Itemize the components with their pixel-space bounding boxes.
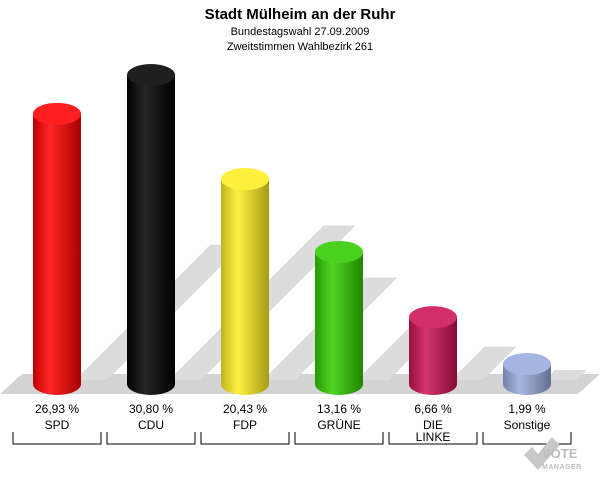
category-bracket xyxy=(482,432,572,445)
bar-body xyxy=(409,317,457,395)
category-label: CDU xyxy=(138,418,164,432)
bar xyxy=(503,353,551,395)
value-label: 6,66 % xyxy=(414,402,452,416)
bar-top xyxy=(127,64,175,86)
chart-subtitle-district: Zweitstimmen Wahlbezirk 261 xyxy=(227,41,373,53)
bar-body xyxy=(33,113,81,395)
value-labels: 26,93 % 30,80 % 20,43 % 13,16 % 6,66 % 1,99 % xyxy=(35,402,546,416)
logo-manager-text: MANAGER xyxy=(542,464,582,471)
bar-top xyxy=(503,353,551,376)
bar xyxy=(33,102,81,395)
bar-body xyxy=(127,75,175,395)
value-label: 30,80 % xyxy=(129,402,173,416)
bar xyxy=(315,240,363,395)
category-label: SPD xyxy=(45,418,70,432)
check-icon xyxy=(524,437,560,470)
bar-top xyxy=(409,306,457,329)
value-label: 20,43 % xyxy=(223,402,267,416)
bar-body xyxy=(221,179,269,395)
value-label: 26,93 % xyxy=(35,402,79,416)
logo-vote-text: VOTE xyxy=(542,446,578,461)
category-bracket xyxy=(106,432,196,445)
category-label: GRÜNE xyxy=(317,418,360,432)
category-bracket xyxy=(388,432,478,445)
category-label: FDP xyxy=(233,418,257,432)
bar-shadow xyxy=(545,370,587,380)
bar xyxy=(221,168,269,395)
category-bracket xyxy=(200,432,290,445)
chart-title: Stadt Mülheim an der Ruhr xyxy=(205,6,396,23)
bar-top xyxy=(33,102,81,125)
bar xyxy=(127,64,175,395)
bar-top xyxy=(221,168,269,191)
category-label: DIE LINKE xyxy=(416,418,451,444)
chart-subtitle-election: Bundestagswahl 27.09.2009 xyxy=(231,26,370,38)
category-bracket xyxy=(12,432,102,445)
bar xyxy=(409,306,457,395)
bar-top xyxy=(315,240,363,263)
value-label: 13,16 % xyxy=(317,402,361,416)
value-label: 1,99 % xyxy=(508,402,546,416)
category-labels: SPD CDU FDP GRÜNE DIE LINKE Sonstige xyxy=(45,418,551,444)
bar-body xyxy=(315,251,363,395)
bars xyxy=(33,64,551,395)
category-bracket xyxy=(294,432,384,445)
category-label: Sonstige xyxy=(504,418,551,432)
category-brackets xyxy=(12,432,572,445)
bar-shadow xyxy=(451,346,517,380)
vote-manager-logo: VOTE MANAGER xyxy=(524,437,582,471)
